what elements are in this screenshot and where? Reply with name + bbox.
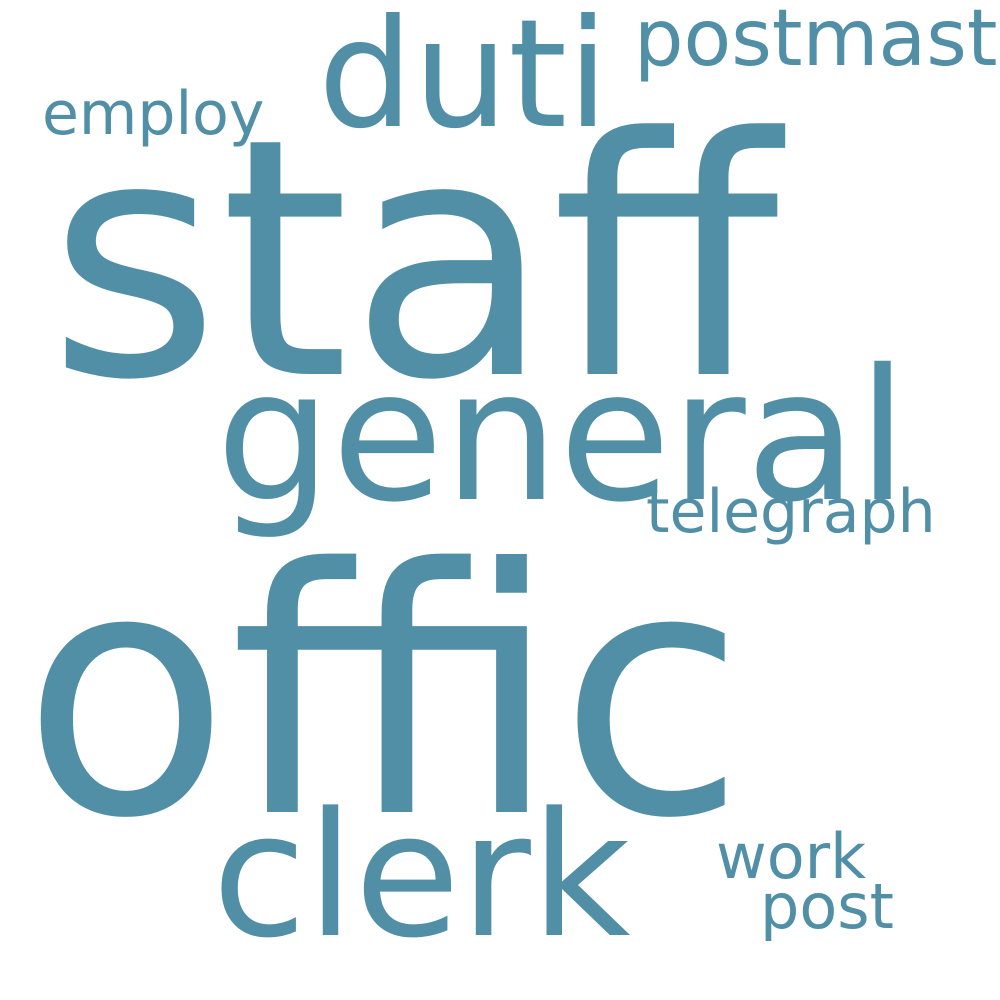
word-staff: staff bbox=[48, 68, 779, 452]
word-post: post bbox=[760, 870, 894, 943]
word-clerk: clerk bbox=[212, 775, 631, 976]
word-general: general bbox=[216, 330, 908, 542]
word-work: work bbox=[716, 820, 867, 893]
word-employ: employ bbox=[42, 79, 265, 149]
word-telegraph: telegraph bbox=[646, 477, 936, 547]
word-postmast: postmast bbox=[634, 0, 998, 84]
word-offic: offic bbox=[22, 497, 746, 893]
word-duti: duti bbox=[318, 0, 609, 162]
